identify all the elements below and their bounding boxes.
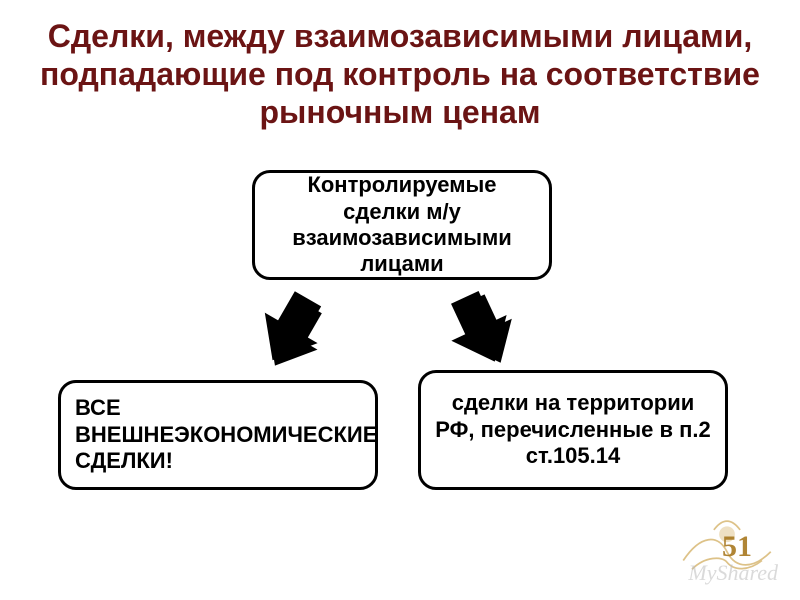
slide-number: 51	[722, 530, 752, 564]
box-left-foreign-deals: ВСЕ ВНЕШНЕЭКОНОМИЧЕСКИЕ СДЕЛКИ!	[58, 380, 378, 490]
arrow-down-left-icon	[235, 275, 344, 384]
box-right-text: сделки на территории РФ, перечисленные в…	[435, 390, 711, 469]
arrow-down-right-icon	[427, 277, 533, 383]
slide-title: Сделки, между взаимозависимыми лицами, п…	[0, 0, 800, 131]
box-right-rf-territory-deals: сделки на территории РФ, перечисленные в…	[418, 370, 728, 490]
box-top-text: Контролируемые сделки м/у взаимозависимы…	[269, 172, 535, 278]
box-left-text: ВСЕ ВНЕШНЕЭКОНОМИЧЕСКИЕ СДЕЛКИ!	[75, 395, 377, 474]
box-top-controlled-deals: Контролируемые сделки м/у взаимозависимы…	[252, 170, 552, 280]
